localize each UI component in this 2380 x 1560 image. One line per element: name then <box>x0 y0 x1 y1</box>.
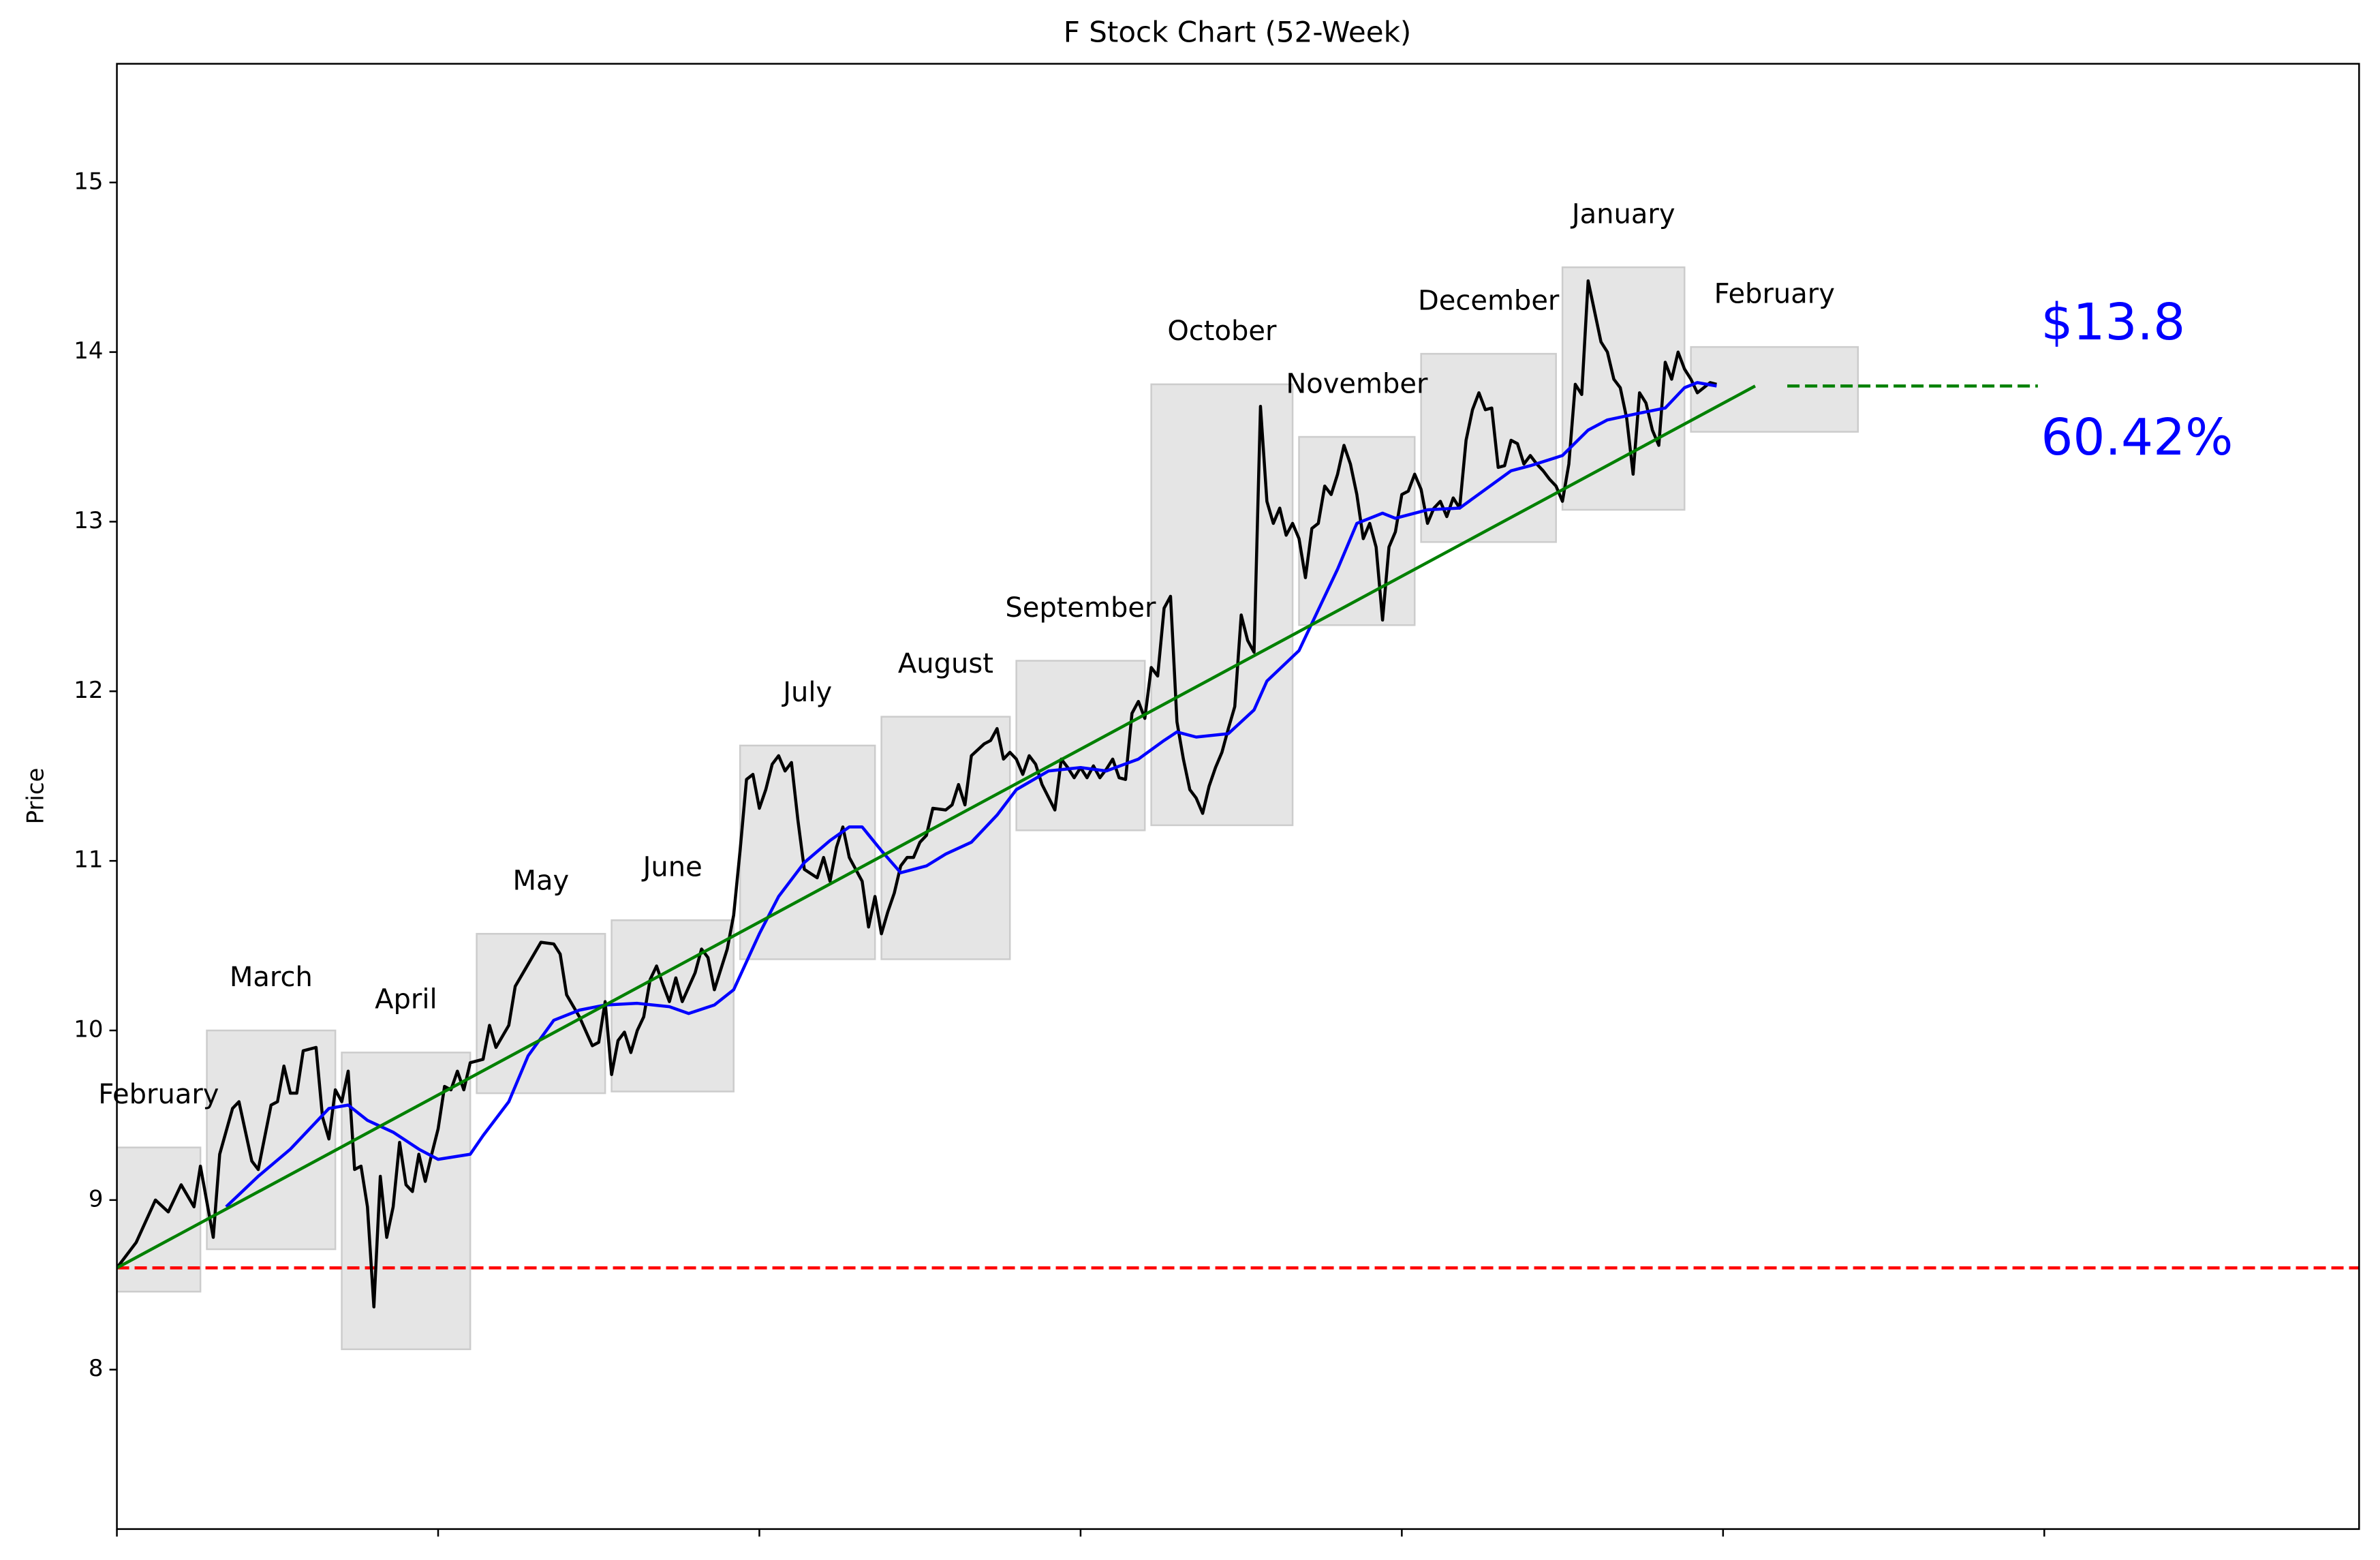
annotation: 60.42% <box>2041 408 2233 467</box>
month-box <box>1298 435 1416 626</box>
month-label: February <box>98 1079 219 1110</box>
y-tick-label: 11 <box>74 846 103 874</box>
month-box <box>117 1146 202 1293</box>
month-box <box>1150 383 1294 827</box>
month-box <box>1690 346 1859 433</box>
month-label: July <box>781 677 832 708</box>
plot-frame <box>116 63 2360 1530</box>
plot-area <box>117 266 2360 1351</box>
month-label: May <box>513 865 570 896</box>
month-label: August <box>898 648 993 679</box>
month-box <box>880 716 1011 960</box>
month-label: March <box>230 962 313 993</box>
price-line <box>117 384 1757 1270</box>
month-box <box>476 932 606 1095</box>
month-label: January <box>1570 198 1675 230</box>
month-label: November <box>1286 368 1428 399</box>
y-tick-label: 13 <box>74 507 103 534</box>
month-box <box>341 1052 472 1351</box>
y-tick-label: 14 <box>74 337 103 365</box>
y-axis-label: Price <box>22 768 50 825</box>
month-box <box>1015 660 1146 831</box>
month-label: February <box>1714 278 1835 309</box>
month-label: October <box>1167 316 1277 347</box>
month-label: June <box>641 851 702 883</box>
y-tick-label: 12 <box>74 677 103 704</box>
month-box <box>739 744 876 960</box>
y-tick-label: 10 <box>74 1015 103 1043</box>
month-box <box>1420 352 1557 543</box>
month-label: December <box>1418 285 1560 316</box>
month-box <box>206 1029 337 1251</box>
y-tick-label: 15 <box>74 168 103 195</box>
month-label: April <box>375 984 437 1015</box>
month-label: September <box>1005 592 1156 624</box>
chart-title: F Stock Chart (52-Week) <box>1064 16 1412 49</box>
annotation: $13.8 <box>2041 293 2185 352</box>
price-line <box>117 279 1717 1309</box>
y-tick-label: 8 <box>89 1355 104 1382</box>
y-tick-label: 9 <box>89 1185 104 1212</box>
price-line <box>225 381 1717 1208</box>
